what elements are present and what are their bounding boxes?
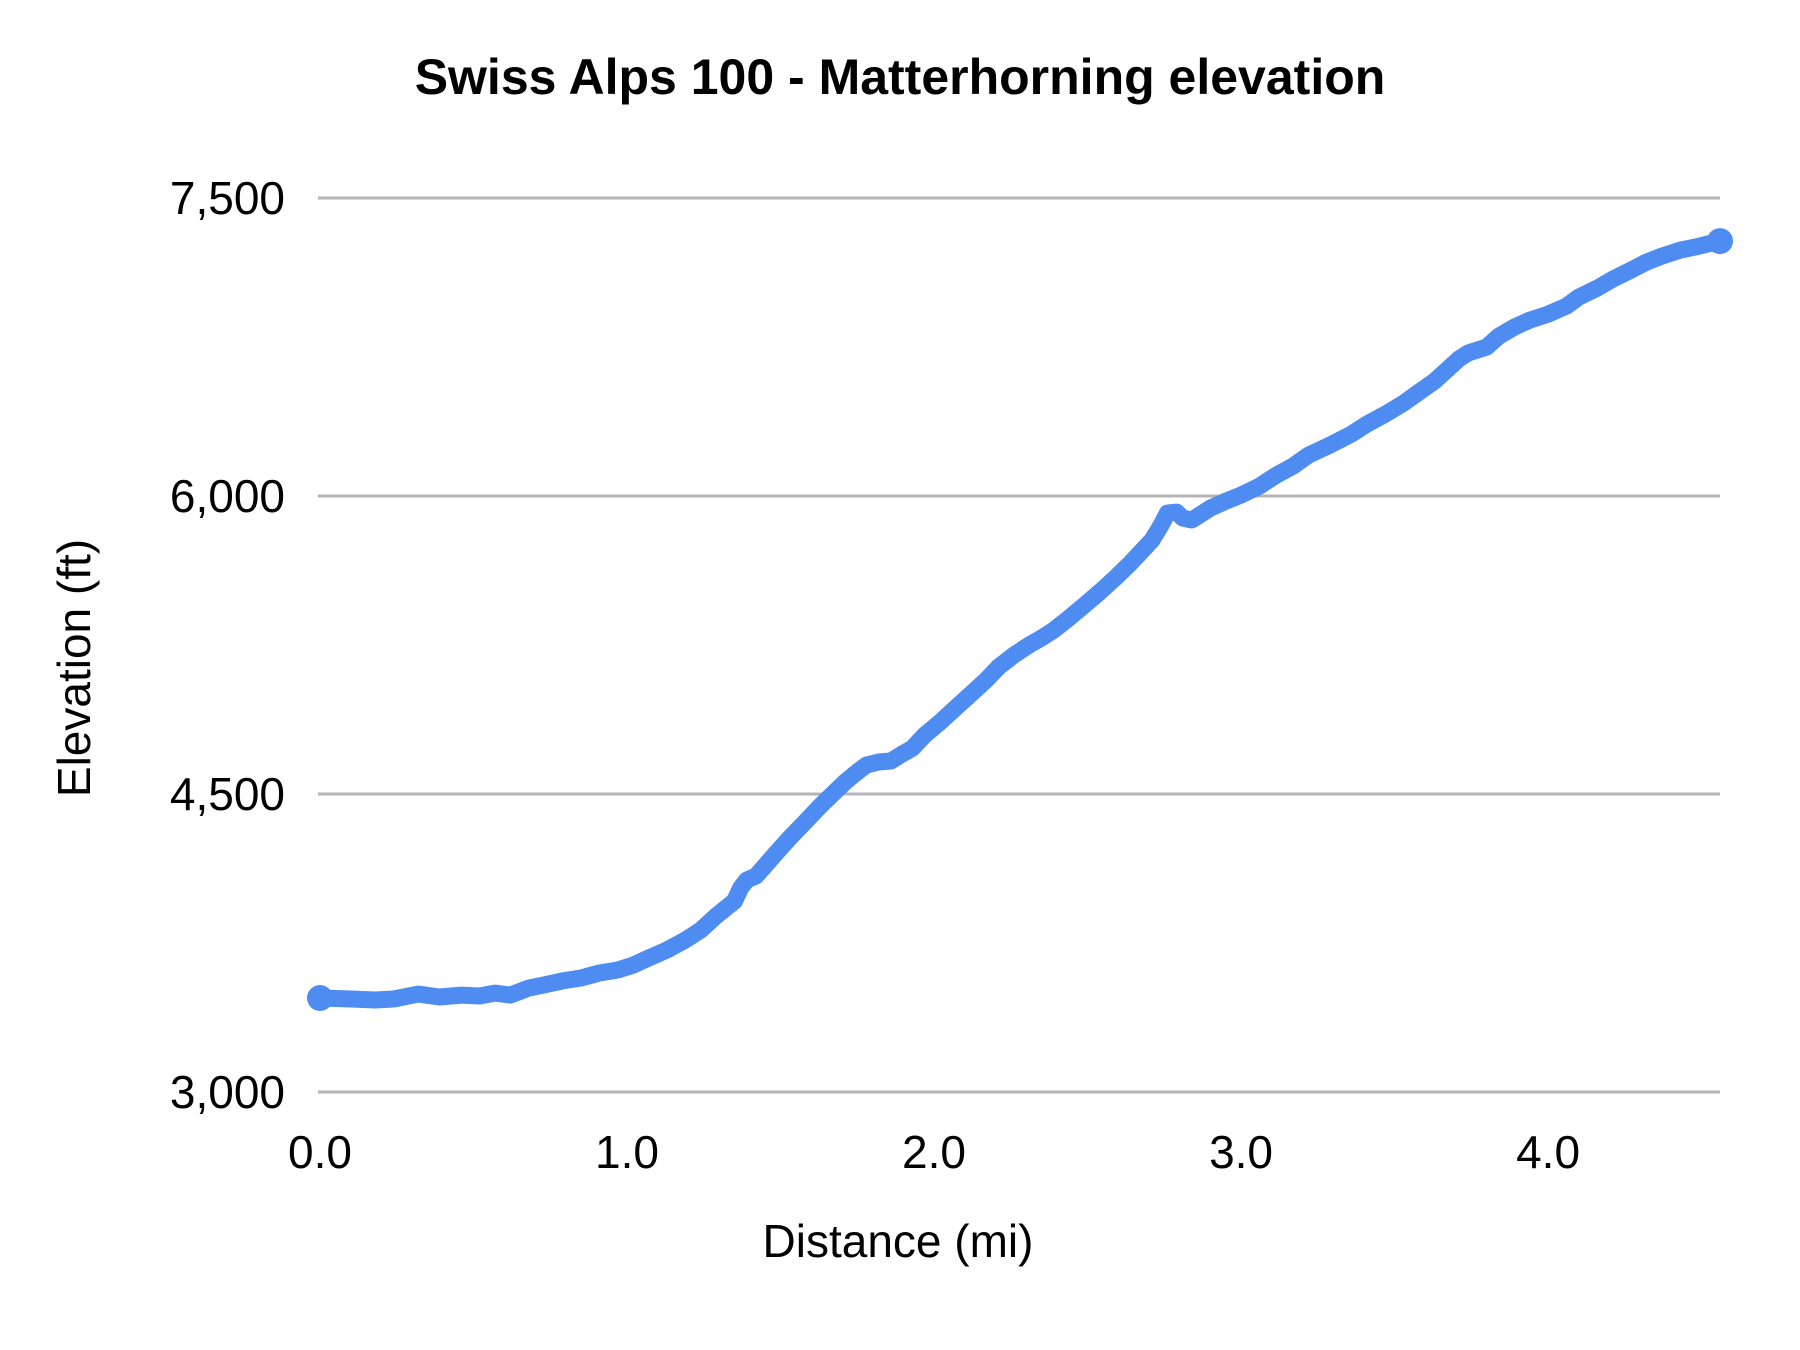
line-endpoint-dot — [307, 985, 333, 1012]
x-tick-label: 0.0 — [288, 1126, 352, 1178]
line-endpoint-dots — [307, 228, 1733, 1012]
x-tick-label: 1.0 — [595, 1126, 659, 1178]
y-tick-label: 7,500 — [170, 172, 285, 224]
x-tick-label: 2.0 — [902, 1126, 966, 1178]
y-tick-label: 4,500 — [170, 768, 285, 820]
y-axis-tick-labels: 3,000 4,500 6,000 7,500 — [170, 172, 285, 1118]
line-endpoint-dot — [1707, 228, 1733, 255]
x-axis-tick-labels: 0.0 1.0 2.0 3.0 4.0 — [288, 1126, 1580, 1178]
y-tick-label: 3,000 — [170, 1066, 285, 1118]
gridlines — [318, 196, 1720, 1094]
y-tick-label: 6,000 — [170, 470, 285, 522]
chart-title: Swiss Alps 100 - Matterhorning elevation — [414, 49, 1386, 105]
y-axis-title: Elevation (ft) — [48, 539, 100, 797]
x-tick-label: 4.0 — [1516, 1126, 1580, 1178]
x-tick-label: 3.0 — [1209, 1126, 1273, 1178]
elevation-line — [311, 232, 1729, 1009]
x-axis-title: Distance (mi) — [763, 1215, 1034, 1267]
